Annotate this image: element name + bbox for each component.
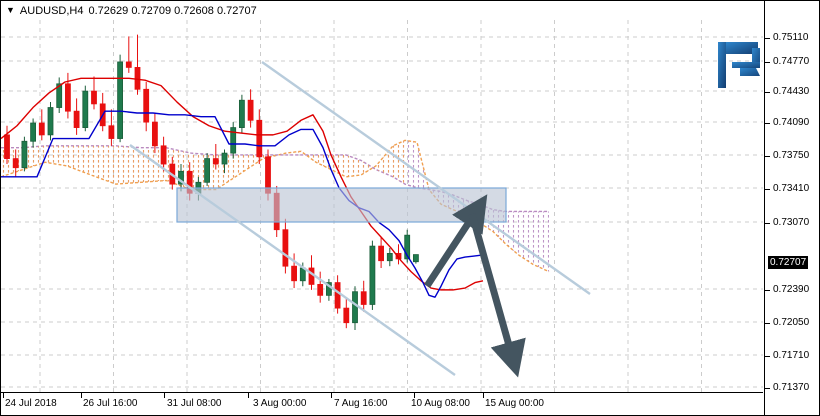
- time-tick-label: 26 Jul 16:00: [83, 398, 138, 409]
- tick-mark: [765, 91, 770, 93]
- price-tick: 0.72050: [765, 317, 809, 329]
- time-tick-label: 24 Jul 2018: [5, 398, 57, 409]
- price-tick: 0.74090: [765, 117, 809, 129]
- plot-area[interactable]: [1, 20, 763, 392]
- tick-mark: [765, 355, 770, 357]
- symbol-header: ▼ AUDUSD,H4 0.72629 0.72709 0.72608 0.72…: [6, 3, 257, 18]
- time-tick-mark: [483, 393, 484, 398]
- time-tick-mark: [248, 393, 249, 398]
- time-tick-mark: [414, 393, 415, 398]
- resistance-zone[interactable]: [176, 187, 507, 223]
- price-tick-label: 0.74090: [773, 117, 810, 128]
- price-tick-label: 0.73750: [773, 150, 810, 161]
- tick-mark: [765, 122, 770, 124]
- price-axis[interactable]: 0.75110 0.74770 0.74430 0.74090 0.73750 0.734…: [765, 0, 820, 416]
- price-tick-label: 0.71710: [773, 350, 810, 361]
- tick-mark: [765, 61, 770, 63]
- price-tick-label: 0.72050: [773, 317, 810, 328]
- triangle-down-icon[interactable]: ▼: [6, 5, 15, 15]
- arrow-up-forecast[interactable]: [424, 194, 488, 288]
- ichimoku-lines: [1, 77, 484, 298]
- symbol-label: AUDUSD,H4: [19, 4, 84, 17]
- time-tick-label: 7 Aug 16:00: [334, 398, 388, 409]
- time-tick-label: 15 Aug 00:00: [485, 398, 544, 409]
- time-tick-label: 31 Jul 08:00: [167, 398, 222, 409]
- channel-upper[interactable]: [261, 61, 591, 295]
- roboforex-logo: [718, 42, 760, 88]
- tick-mark: [765, 387, 770, 389]
- price-tick-label: 0.71370: [773, 382, 810, 393]
- tick-mark: [765, 155, 770, 157]
- time-axis: 24 Jul 2018 26 Jul 16:00 31 Jul 08:00 3 Aug…: [1, 392, 763, 415]
- price-tick: 0.73070: [765, 217, 809, 229]
- time-tick-mark: [331, 393, 332, 398]
- tick-mark: [765, 289, 770, 291]
- price-tick: 0.74770: [765, 56, 809, 68]
- tick-mark: [765, 222, 770, 224]
- chart-annotations[interactable]: [1, 20, 763, 392]
- time-tick-mark: [3, 393, 4, 398]
- time-tick-mark: [81, 393, 82, 398]
- price-tick: 0.73750: [765, 150, 809, 162]
- tick-mark: [765, 37, 770, 39]
- arrow-down-forecast[interactable]: [468, 213, 526, 378]
- tick-mark: [765, 188, 770, 190]
- price-tick: 0.74430: [765, 86, 809, 98]
- current-price-label: 0.72707: [768, 256, 809, 269]
- ohlc-values: 0.72629 0.72709 0.72608 0.72707: [88, 4, 257, 17]
- price-tick-label: 0.74430: [773, 86, 810, 97]
- time-tick-label: 10 Aug 08:00: [411, 398, 470, 409]
- price-tick-label: 0.73070: [773, 217, 810, 228]
- tick-mark: [765, 322, 770, 324]
- price-tick: 0.72390: [765, 284, 809, 296]
- channel-mid[interactable]: [129, 144, 456, 376]
- price-tick-label: 0.75110: [773, 32, 809, 43]
- price-tick: 0.75110: [765, 32, 808, 44]
- price-tick: 0.71710: [765, 350, 809, 362]
- price-tick: 0.71370: [765, 382, 809, 394]
- time-tick-label: 3 Aug 00:00: [253, 398, 307, 409]
- price-tick: 0.73410: [765, 183, 809, 195]
- price-tick-label: 0.72390: [773, 284, 810, 295]
- price-tick-label: 0.74770: [773, 56, 810, 67]
- time-tick-mark: [164, 393, 165, 398]
- price-tick-label: 0.73410: [773, 183, 810, 194]
